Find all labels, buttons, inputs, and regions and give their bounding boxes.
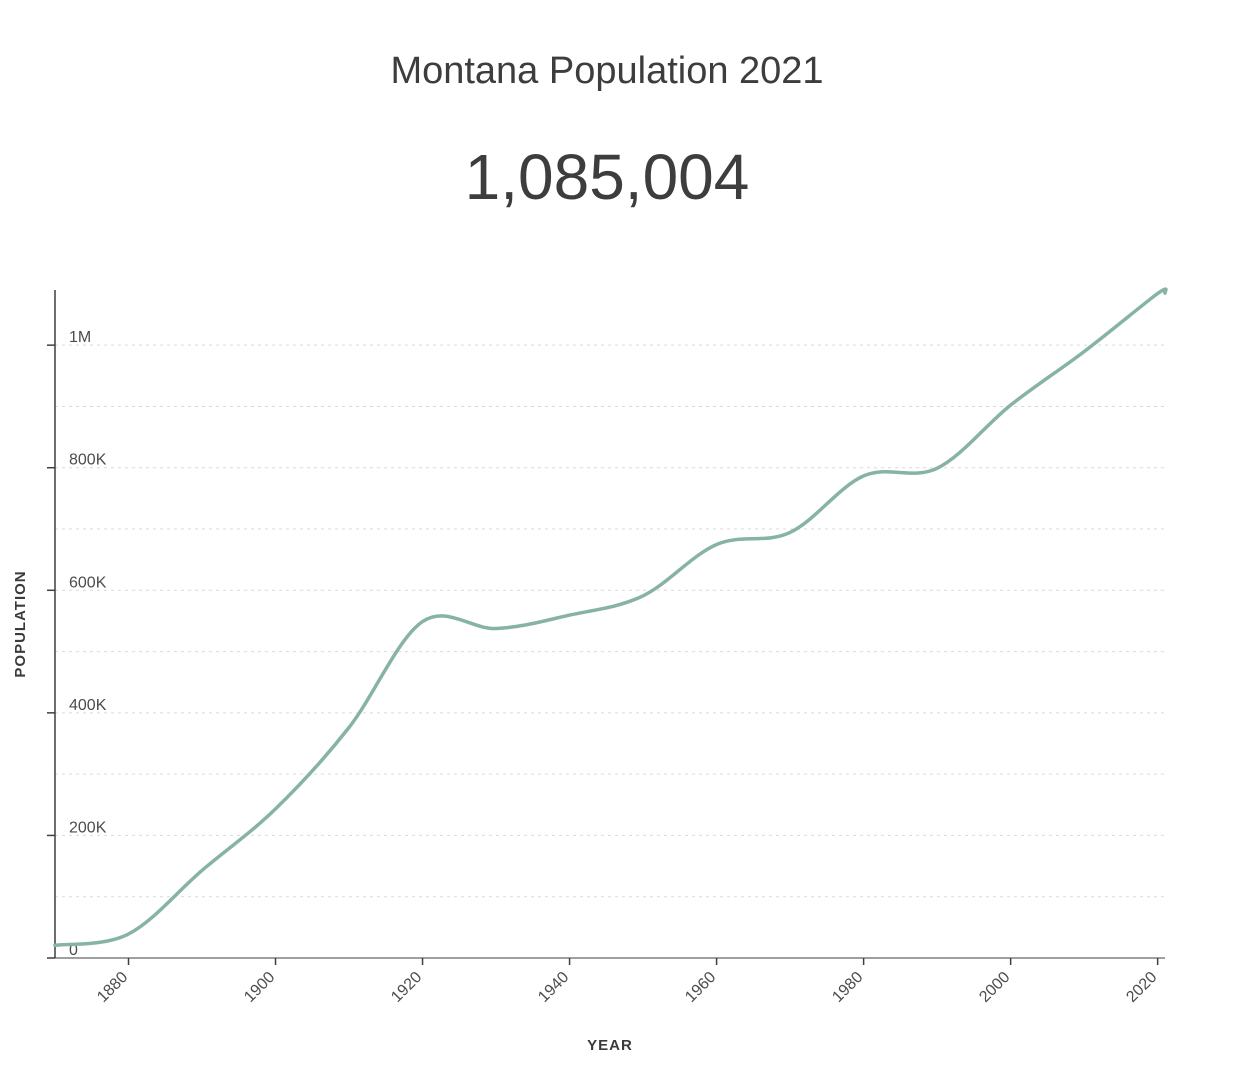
x-tick-label: 1900: [241, 969, 278, 1006]
x-tick-label-group: 1980: [829, 969, 866, 1006]
x-tick-label-group: 1940: [535, 969, 572, 1006]
y-tick-label: 200K: [69, 819, 107, 836]
x-tick-label: 2020: [1123, 969, 1160, 1006]
x-tick-label-group: 2020: [1123, 969, 1160, 1006]
y-tick-label: 400K: [69, 697, 107, 714]
x-tick-label-group: 1900: [241, 969, 278, 1006]
headline-population-value: 1,085,004: [464, 140, 750, 213]
x-axis-title: YEAR: [587, 1037, 633, 1054]
y-axis-title: POPULATION: [12, 570, 29, 677]
chart-header: Montana Population 2021 1,085,004: [0, 0, 1214, 264]
y-tick-label: 800K: [69, 452, 107, 469]
x-tick-label-group: 1880: [94, 969, 131, 1006]
x-tick-label: 1940: [535, 969, 572, 1006]
y-tick-label: 1M: [69, 329, 91, 346]
x-tick-label: 2000: [976, 969, 1013, 1006]
chart-title: Montana Population 2021: [390, 50, 824, 92]
x-tick-label: 1960: [682, 969, 719, 1006]
x-tick-label-group: 2000: [976, 969, 1013, 1006]
x-tick-label-group: 1960: [682, 969, 719, 1006]
x-tick-label: 1880: [94, 969, 131, 1006]
population-line: [53, 287, 1168, 948]
population-chart: 0 200K 400K 600K 800K 1M 1880 1900 1920 1940 1960 1…: [12, 287, 1168, 1054]
y-tick-label: 600K: [69, 574, 107, 591]
y-tick-label: 0: [69, 942, 78, 959]
x-tick-label: 1920: [388, 969, 425, 1006]
x-tick-label-group: 1920: [388, 969, 425, 1006]
x-tick-label: 1980: [829, 969, 866, 1006]
